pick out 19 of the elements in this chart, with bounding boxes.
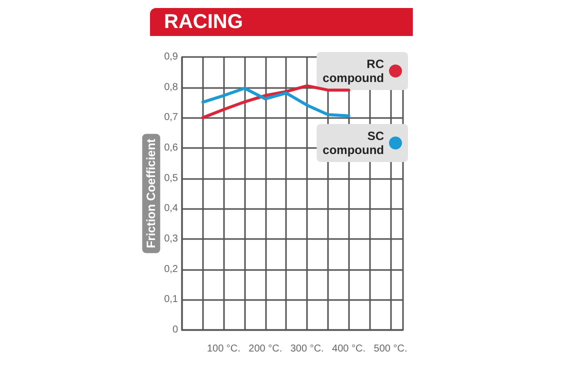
y-tick-label: 0,9	[164, 52, 178, 62]
x-tick-label: 100 °C.	[206, 344, 240, 354]
y-tick-label: 0,5	[164, 172, 178, 184]
x-tick-label: 500 °C.	[374, 344, 408, 354]
y-tick-label: 0,3	[164, 234, 178, 244]
y-tick-label: 0	[172, 324, 178, 336]
y-tick-label: 0,7	[164, 112, 178, 124]
y-tick-label: 0,2	[164, 264, 178, 275]
chart-title: RACING	[164, 11, 243, 33]
x-tick-label: 300 °C.	[290, 344, 324, 354]
y-tick-label: 0,8	[164, 82, 178, 93]
y-tick-label: 0,1	[164, 294, 178, 306]
y-axis-title: Friction Coefficient	[144, 138, 158, 248]
x-tick-label: 200 °C.	[248, 344, 282, 354]
x-tick-label: 400 °C.	[332, 344, 366, 354]
legend-label: RC compound	[322, 57, 384, 85]
y-tick-label: 0,6	[164, 142, 178, 154]
y-tick-label: 0,4	[164, 203, 178, 214]
legend-label: SC compound	[322, 129, 384, 157]
